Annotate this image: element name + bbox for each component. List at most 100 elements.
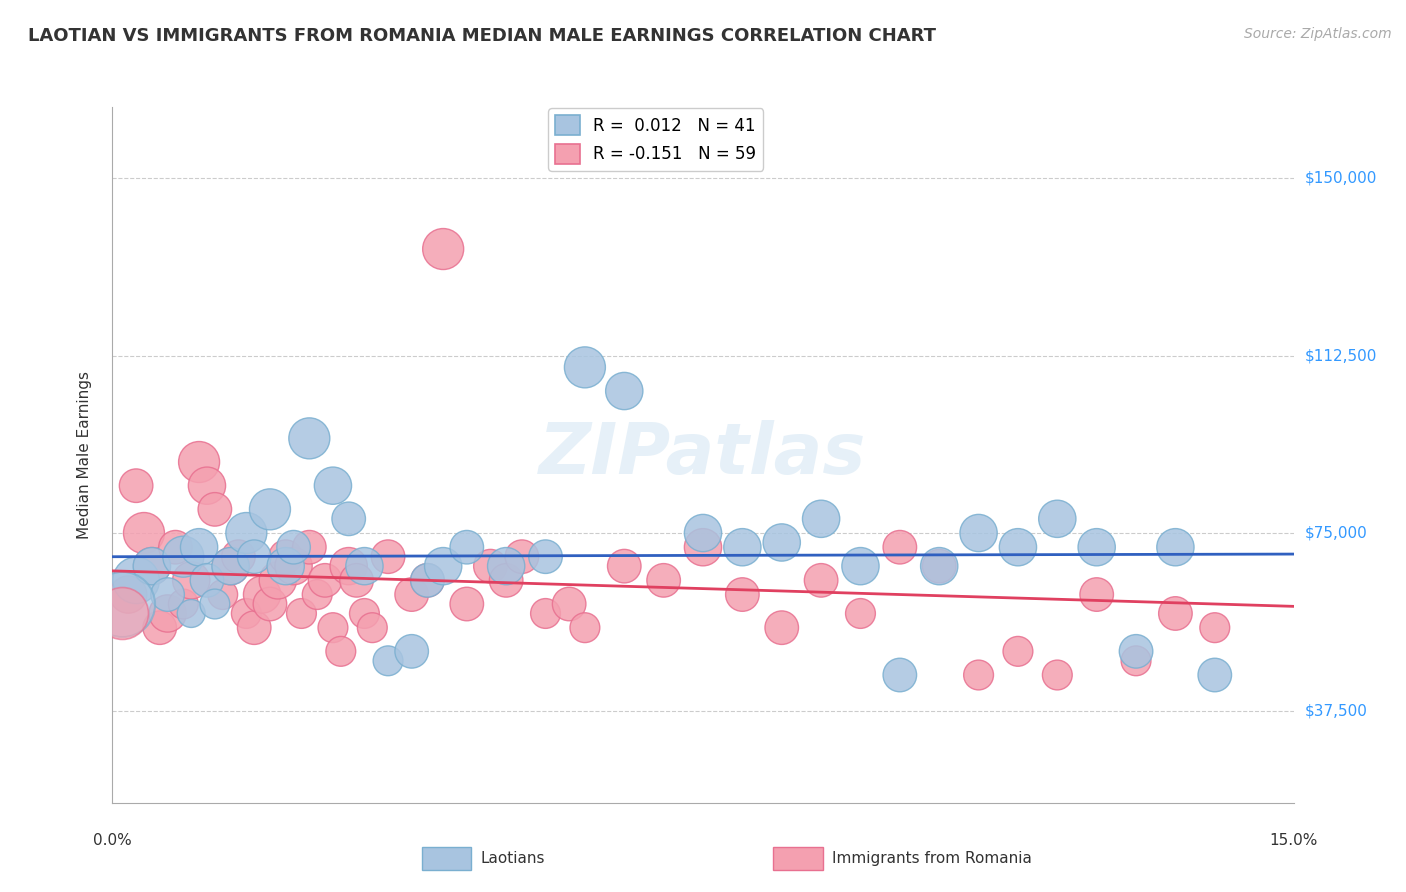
Point [731,588,754,602]
Text: LAOTIAN VS IMMIGRANTS FROM ROMANIA MEDIAN MALE EARNINGS CORRELATION CHART: LAOTIAN VS IMMIGRANTS FROM ROMANIA MEDIA… [28,27,936,45]
Point [456,540,478,554]
Text: $112,500: $112,500 [1305,348,1376,363]
Point [267,574,290,588]
Point [111,597,134,611]
Point [416,574,439,588]
Y-axis label: Median Male Earnings: Median Male Earnings [77,371,91,539]
Point [337,512,360,526]
Point [195,574,218,588]
Point [188,455,211,469]
Text: 0.0%: 0.0% [93,833,132,848]
Point [172,597,194,611]
Point [401,644,423,658]
Point [314,574,336,588]
Point [346,574,368,588]
Point [1204,621,1226,635]
Point [353,607,375,621]
Point [534,607,557,621]
Point [889,540,911,554]
Point [456,597,478,611]
Text: ZIPatlas: ZIPatlas [540,420,866,490]
Point [401,588,423,602]
Point [849,607,872,621]
Point [235,607,257,621]
Point [432,559,454,574]
Point [211,588,233,602]
Point [692,540,714,554]
Point [495,574,517,588]
Text: Laotians: Laotians [481,852,546,866]
Point [204,597,226,611]
Point [928,559,950,574]
Point [967,668,990,682]
Point [432,242,454,256]
Point [574,621,596,635]
Point [1164,607,1187,621]
Point [1085,540,1108,554]
Point [156,607,179,621]
Point [259,597,281,611]
Point [613,559,636,574]
Point [125,574,148,588]
Point [156,588,179,602]
Legend: R =  0.012   N = 41, R = -0.151   N = 59: R = 0.012 N = 41, R = -0.151 N = 59 [548,109,763,170]
Point [149,621,172,635]
Point [298,540,321,554]
Point [283,559,305,574]
Point [259,502,281,516]
Point [111,607,134,621]
Text: 15.0%: 15.0% [1270,833,1317,848]
Point [274,559,297,574]
Point [243,621,266,635]
Point [1085,588,1108,602]
Point [195,478,218,492]
Text: $37,500: $37,500 [1305,703,1368,718]
Point [219,559,242,574]
Point [204,502,226,516]
Point [337,559,360,574]
Point [353,559,375,574]
Point [534,549,557,564]
Point [180,607,202,621]
Point [495,559,517,574]
Point [132,526,155,541]
Point [329,644,352,658]
Point [479,559,502,574]
Point [731,540,754,554]
Point [322,478,344,492]
Point [558,597,581,611]
Point [770,621,793,635]
Point [810,574,832,588]
Point [250,588,273,602]
Point [1007,540,1029,554]
Point [283,540,305,554]
Point [692,526,714,541]
Point [290,607,312,621]
Point [188,540,211,554]
Point [770,535,793,549]
Point [510,549,533,564]
Point [1164,540,1187,554]
Point [377,654,399,668]
Point [613,384,636,398]
Point [1046,668,1069,682]
Point [1204,668,1226,682]
Point [298,431,321,445]
Point [889,668,911,682]
Point [141,559,163,574]
Point [652,574,675,588]
Point [228,549,250,564]
Point [810,512,832,526]
Point [849,559,872,574]
Point [1007,644,1029,658]
Text: Immigrants from Romania: Immigrants from Romania [832,852,1032,866]
Point [574,360,596,375]
Point [967,526,990,541]
Text: $75,000: $75,000 [1305,525,1368,541]
Text: Source: ZipAtlas.com: Source: ZipAtlas.com [1244,27,1392,41]
Point [125,478,148,492]
Point [165,540,187,554]
Point [243,549,266,564]
Point [180,574,202,588]
Point [307,588,329,602]
